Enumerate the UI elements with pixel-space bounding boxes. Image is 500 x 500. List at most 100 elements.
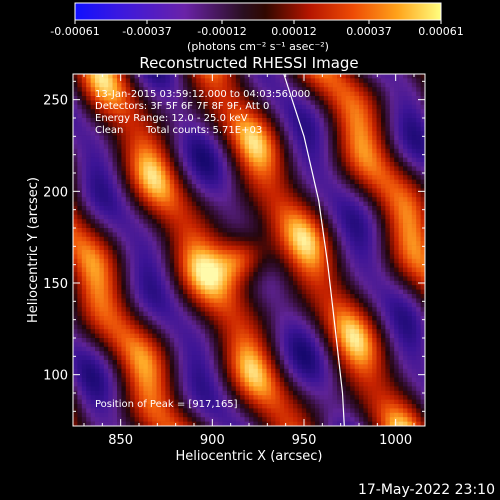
heatmap-cell — [249, 100, 254, 106]
heatmap-cell — [156, 214, 162, 220]
heatmap-cell — [240, 197, 245, 202]
heatmap-cell — [284, 272, 289, 277]
heatmap-cell — [108, 122, 113, 128]
heatmap-cell — [257, 126, 263, 132]
heatmap-cell — [266, 118, 272, 123]
heatmap-cell — [403, 342, 408, 348]
heatmap-cell — [108, 263, 113, 268]
heatmap-cell — [95, 228, 100, 233]
heatmap-cell — [310, 223, 316, 229]
heatmap-cell — [271, 241, 276, 246]
heatmap-cell — [381, 122, 386, 128]
heatmap-cell — [372, 74, 377, 79]
heatmap-cell — [284, 184, 289, 189]
heatmap-cell — [169, 100, 175, 106]
heatmap-cell — [200, 78, 206, 84]
heatmap-cell — [174, 118, 179, 123]
heatmap-cell — [161, 263, 166, 268]
heatmap-cell — [376, 338, 382, 343]
heatmap-cell — [90, 329, 96, 334]
heatmap-cell — [165, 82, 171, 88]
heatmap-cell — [209, 223, 215, 229]
heatmap-cell — [156, 96, 162, 101]
heatmap-cell — [196, 258, 201, 264]
heatmap-cell — [341, 166, 347, 172]
heatmap-cell — [332, 210, 338, 216]
heatmap-cell — [394, 118, 399, 123]
heatmap-cell — [152, 342, 157, 348]
heatmap-cell — [275, 144, 281, 150]
heatmap-cell — [345, 179, 351, 185]
heatmap-cell — [253, 245, 259, 251]
heatmap-cell — [350, 289, 355, 295]
heatmap-image — [73, 74, 425, 426]
heatmap-cell — [117, 228, 122, 233]
heatmap-cell — [86, 307, 91, 312]
heatmap-cell — [139, 170, 144, 176]
heatmap-cell — [367, 223, 373, 229]
heatmap-cell — [152, 157, 157, 163]
heatmap-cell — [103, 135, 109, 141]
heatmap-cell — [389, 188, 395, 194]
heatmap-cell — [121, 184, 127, 189]
heatmap-cell — [227, 175, 232, 180]
heatmap-cell — [147, 223, 153, 229]
heatmap-cell — [191, 122, 197, 128]
heatmap-cell — [227, 122, 232, 128]
heatmap-cell — [178, 267, 184, 273]
heatmap-cell — [372, 148, 377, 154]
heatmap-cell — [161, 153, 166, 158]
heatmap-cell — [77, 241, 83, 246]
heatmap-cell — [90, 263, 96, 268]
heatmap-cell — [337, 298, 342, 304]
heatmap-cell — [73, 254, 78, 260]
heatmap-cell — [323, 280, 329, 286]
heatmap-cell — [293, 267, 298, 273]
heatmap-cell — [249, 250, 254, 255]
heatmap-cell — [411, 232, 417, 238]
heatmap-cell — [81, 342, 87, 348]
heatmap-cell — [125, 276, 131, 282]
heatmap-cell — [350, 135, 355, 141]
heatmap-cell — [354, 228, 360, 233]
heatmap-cell — [297, 96, 303, 101]
heatmap-cell — [244, 197, 250, 202]
heatmap-cell — [279, 272, 285, 277]
heatmap-cell — [143, 228, 149, 233]
heatmap-cell — [187, 307, 193, 312]
heatmap-cell — [372, 118, 377, 123]
heatmap-cell — [235, 144, 241, 150]
heatmap-cell — [213, 232, 219, 238]
heatmap-cell — [403, 96, 408, 101]
heatmap-cell — [191, 91, 197, 97]
heatmap-cell — [117, 184, 122, 189]
heatmap-cell — [301, 311, 307, 317]
heatmap-cell — [143, 219, 149, 224]
heatmap-cell — [297, 157, 303, 163]
heatmap-cell — [381, 311, 386, 317]
heatmap-cell — [279, 280, 285, 286]
heatmap-cell — [332, 82, 338, 88]
heatmap-cell — [99, 294, 105, 299]
heatmap-cell — [95, 153, 100, 158]
heatmap-cell — [99, 78, 105, 84]
heatmap-cell — [354, 91, 360, 97]
heatmap-cell — [354, 232, 360, 238]
heatmap-cell — [112, 228, 118, 233]
heatmap-cell — [121, 170, 127, 176]
heatmap-cell — [165, 78, 171, 84]
heatmap-cell — [262, 78, 267, 84]
heatmap-cell — [337, 289, 342, 295]
heatmap-cell — [213, 96, 219, 101]
heatmap-cell — [420, 113, 425, 119]
heatmap-cell — [359, 175, 364, 180]
heatmap-cell — [99, 126, 105, 132]
heatmap-cell — [147, 153, 153, 158]
heatmap-cell — [205, 91, 210, 97]
heatmap-cell — [218, 316, 223, 321]
heatmap-cell — [385, 148, 391, 154]
heatmap-cell — [416, 188, 421, 194]
heatmap-cell — [77, 311, 83, 317]
heatmap-cell — [257, 272, 263, 277]
heatmap-cell — [262, 219, 267, 224]
